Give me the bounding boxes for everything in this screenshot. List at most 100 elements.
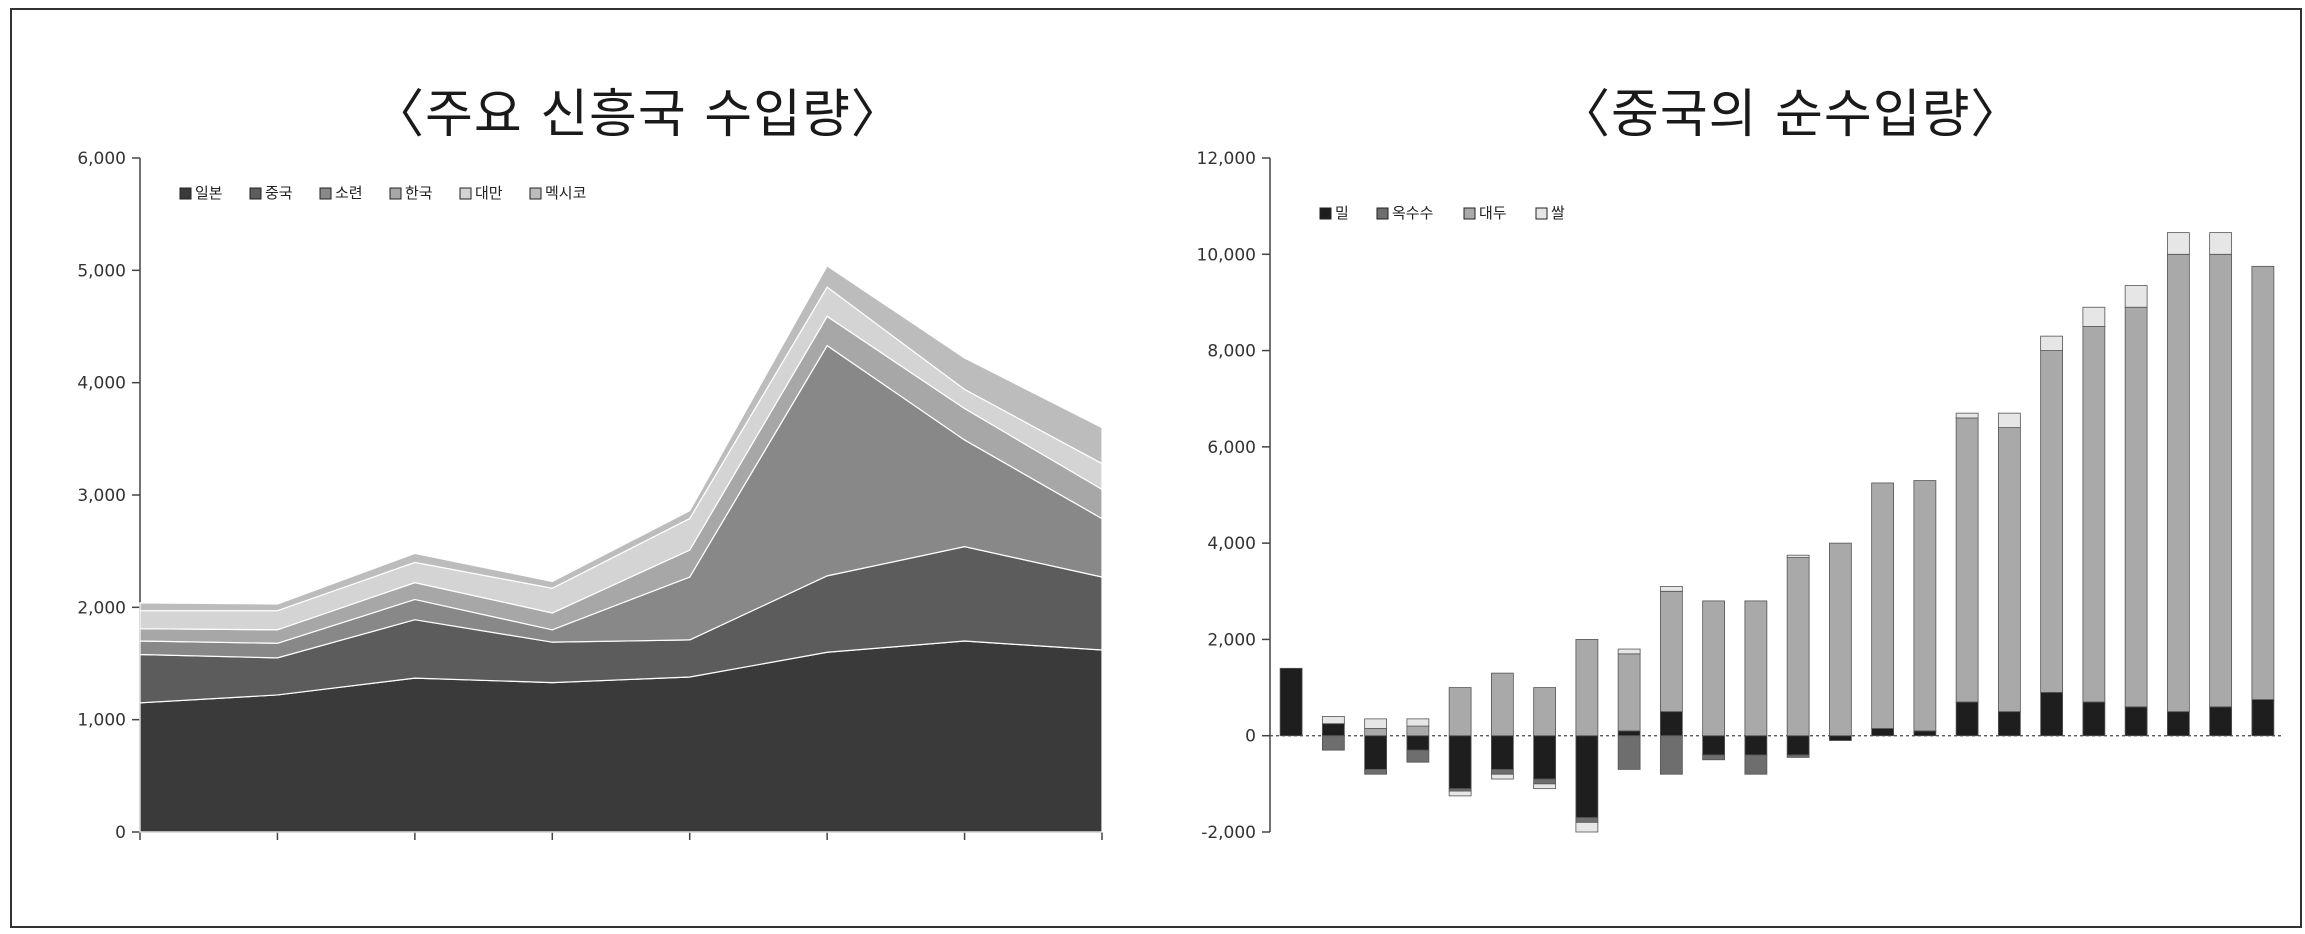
right-bar-segment [1575,639,1599,737]
right-legend-label: 밀 [1335,204,1349,222]
right-legend-label: 대두 [1479,204,1507,222]
right-y-tick-label: 8,000 [1207,342,1256,362]
right-bar-segment [1321,735,1345,751]
left-y-tick-label: 0 [115,823,126,840]
left-legend-label: 소련 [335,184,363,202]
right-bar-segment [2040,691,2064,737]
right-bar-segment [1702,600,1726,737]
right-bar-segment [2040,350,2064,693]
right-bar-segment [1786,554,1810,558]
left-y-tick-label: 6,000 [77,149,126,169]
right-bar-segment [1702,754,1726,761]
right-y-tick-label: 6,000 [1207,438,1256,458]
left-legend-label: 대만 [475,184,503,202]
right-bar-segment [2124,706,2148,737]
right-bar-segment [1406,718,1430,727]
right-bar-segment [2166,253,2190,713]
left-legend-swatch [459,187,472,200]
right-bar-segment [1786,735,1810,756]
left-y-tick-label: 4,000 [77,374,126,394]
right-bar-segment [2124,306,2148,708]
right-bar-segment [1997,427,2021,713]
right-bar-segment [1533,687,1557,737]
right-legend-swatch [1376,207,1389,220]
right-bar-segment [2209,706,2233,737]
right-bar-segment [1533,783,1557,790]
right-bar-segment [1913,730,1937,737]
right-bar-segment [1575,817,1599,823]
right-bar-segment [2209,232,2233,255]
left-legend-swatch [179,187,192,200]
right-bar-segment [1490,773,1514,780]
right-bar-segment [1828,735,1852,741]
left-y-tick-label: 3,000 [77,486,126,506]
right-bar-segment [1955,412,1979,419]
right-bar-segment [1575,821,1599,833]
left-y-tick-label: 2,000 [77,598,126,618]
right-bar-segment [1406,749,1430,763]
right-bar-segment [1575,735,1599,818]
right-bar-segment [1406,725,1430,737]
right-bar-segment [1871,482,1895,729]
right-bar-segment [1659,590,1683,713]
left-legend-label: 중국 [265,184,293,202]
right-bar-segment [1617,735,1641,770]
right-bar-segment [1490,735,1514,770]
right-y-tick-label: 2,000 [1207,630,1256,650]
right-y-tick-label: 10,000 [1197,245,1256,265]
right-bar-segment [1448,687,1472,737]
left-legend-label: 일본 [195,184,223,202]
right-bar-segment [1364,718,1388,729]
right-bar-segment [2251,699,2275,737]
right-bar-segment [1364,769,1388,775]
right-bar-segment [2082,326,2106,703]
right-bar-segment [1659,711,1683,737]
right-bar-segment [1364,728,1388,737]
left-legend-swatch [319,187,332,200]
left-chart-title: 〈주요 신흥국 수입량〉 [372,85,904,145]
right-bar-segment [1490,672,1514,737]
left-legend-swatch [249,187,262,200]
right-bar-segment [1617,730,1641,737]
right-bar-segment [1490,769,1514,775]
right-bar-segment [2209,253,2233,708]
right-bar-segment [1533,778,1557,785]
right-bar-segment [1533,735,1557,780]
right-bar-segment [1744,735,1768,756]
right-legend-label: 옥수수 [1392,204,1433,222]
right-bar-segment [1448,735,1472,790]
right-bar-segment [1786,754,1810,758]
right-y-tick-label: -2,000 [1201,823,1256,840]
right-bar-segment [1786,557,1810,737]
right-bar-segment [1955,417,1979,703]
right-legend-swatch [1463,207,1476,220]
left-y-tick-label: 5,000 [77,261,126,281]
right-bar-segment [1279,667,1303,737]
left-legend-swatch [529,187,542,200]
right-bar-segment [1702,735,1726,756]
right-bar-segment [1871,728,1895,737]
right-bar-segment [1448,790,1472,797]
right-legend-swatch [1535,207,1548,220]
right-bar-segment [1617,648,1641,655]
right-bar-segment [2166,711,2190,737]
left-legend-label: 한국 [405,184,433,202]
left-y-tick-label: 1,000 [77,711,126,731]
right-bar-segment [2166,232,2190,255]
right-bar-segment [1744,754,1768,775]
right-bar-segment [1828,542,1852,737]
right-y-tick-label: 12,000 [1197,149,1256,169]
left-legend-label: 멕시코 [545,184,586,202]
right-bar-segment [1406,735,1430,751]
right-bar-segment [2082,306,2106,327]
right-bar-segment [1913,480,1937,732]
right-bar-segment [1321,723,1345,737]
right-bar-segment [1997,711,2021,737]
right-legend-swatch [1319,207,1332,220]
right-bar-segment [1364,735,1388,770]
right-bar-segment [1321,716,1345,725]
right-bar-segment [2251,265,2275,701]
right-bar-segment [2082,701,2106,737]
left-area-series-6 [139,264,1103,612]
right-bar-segment [2040,335,2064,351]
